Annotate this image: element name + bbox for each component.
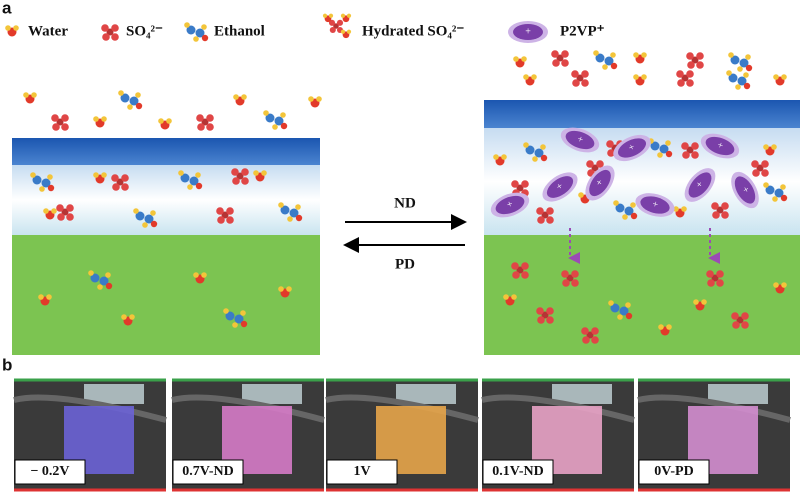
- photo-label: 0V-PD: [654, 464, 693, 479]
- photo-label: 0.1V-ND: [492, 464, 543, 479]
- legend: Water SO₄²⁻ Ethanol Hydrated SO₄²⁻ P2VP⁺: [5, 13, 605, 43]
- panel-label: a: [2, 0, 12, 17]
- panel-label: b: [2, 355, 12, 374]
- legend-label: P2VP⁺: [560, 23, 605, 39]
- arrow-label: ND: [394, 195, 416, 211]
- photo: 1V: [325, 378, 479, 492]
- photo: 0.1V-ND: [481, 378, 635, 492]
- photo-label: − 0.2V: [30, 464, 69, 479]
- photo-label: 1V: [353, 464, 370, 479]
- photo: 0.7V-ND: [171, 378, 325, 492]
- photo: − 0.2V: [13, 378, 167, 492]
- left-cell: [12, 138, 320, 355]
- photo: 0V-PD: [637, 378, 791, 492]
- legend-label: SO₄²⁻: [126, 23, 163, 39]
- legend-label: Water: [28, 23, 68, 39]
- legend-label: Hydrated SO₄²⁻: [362, 23, 464, 39]
- arrow-label: PD: [395, 256, 415, 272]
- legend-label: Ethanol: [214, 23, 265, 39]
- photo-label: 0.7V-ND: [182, 464, 233, 479]
- photos: − 0.2V 0.7V-ND 1V 0.1V-ND 0V-PD: [13, 378, 791, 492]
